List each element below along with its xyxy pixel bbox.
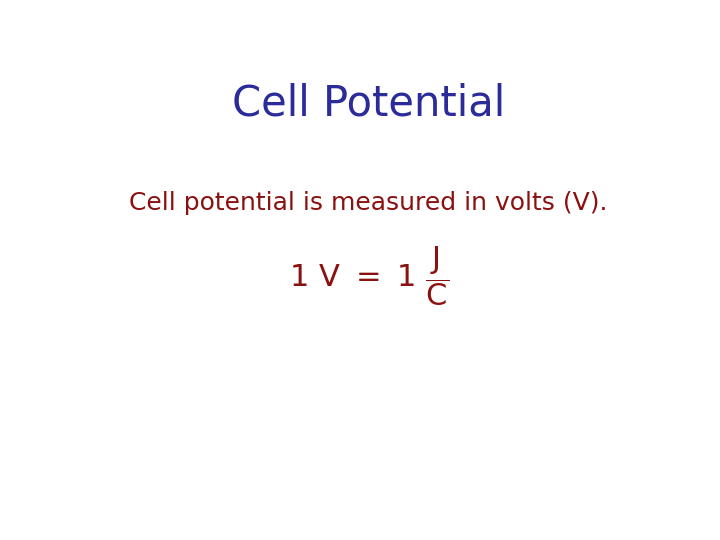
Text: Cell Potential: Cell Potential bbox=[233, 82, 505, 124]
Text: $\mathrm{1\ V\ =\ 1\ }\dfrac{\mathrm{J}}{\mathrm{C}}$: $\mathrm{1\ V\ =\ 1\ }\dfrac{\mathrm{J}}… bbox=[289, 245, 449, 308]
Text: Cell potential is measured in volts (V).: Cell potential is measured in volts (V). bbox=[129, 191, 607, 215]
